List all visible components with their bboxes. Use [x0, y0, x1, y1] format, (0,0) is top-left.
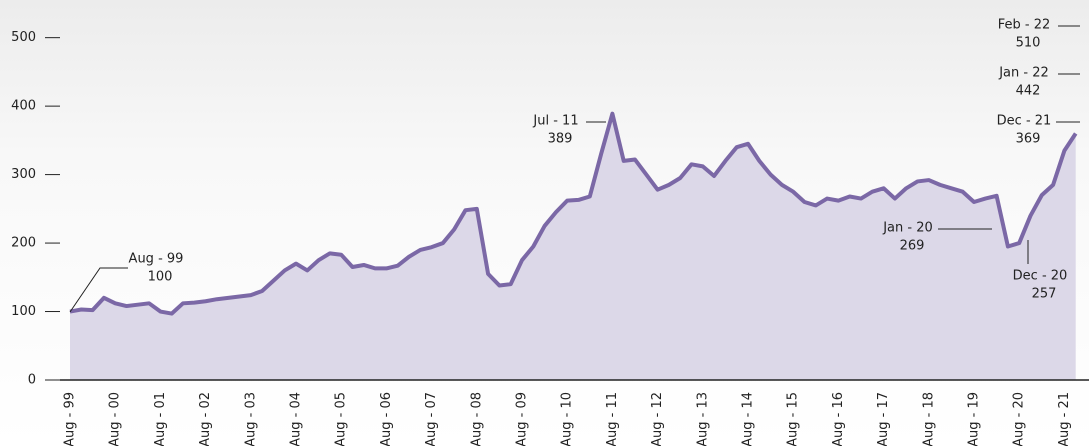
- x-tick-label: Aug - 02: [198, 392, 213, 446]
- annotation-label: Feb - 22: [998, 18, 1051, 33]
- annotation-label: Dec - 20: [1013, 269, 1068, 284]
- annotation-label: Jan - 22: [998, 66, 1049, 81]
- y-tick-label: 200: [11, 236, 36, 251]
- x-tick-label: Aug - 07: [424, 392, 439, 446]
- y-tick-label: 100: [11, 304, 36, 319]
- annotation-value: 269: [900, 239, 925, 254]
- x-tick-label: Aug - 21: [1057, 392, 1072, 446]
- x-tick-label: Aug - 11: [605, 392, 620, 446]
- y-tick-label: 0: [28, 373, 36, 388]
- x-tick-label: Aug - 06: [379, 392, 394, 446]
- x-tick-label: Aug - 09: [515, 392, 530, 446]
- x-tick-label: Aug - 04: [289, 392, 304, 446]
- x-tick-label: Aug - 12: [650, 392, 665, 446]
- y-tick-label: 400: [11, 99, 36, 114]
- annotation-label: Jul - 11: [532, 114, 578, 129]
- annotation-value: 389: [548, 132, 573, 147]
- annotation-label: Dec - 21: [997, 114, 1052, 129]
- x-tick-label: Aug - 14: [741, 392, 756, 446]
- x-tick-label: Aug - 00: [108, 392, 123, 446]
- x-tick-label: Aug - 99: [63, 392, 78, 446]
- y-tick-label: 500: [11, 30, 36, 45]
- x-tick-label: Aug - 08: [469, 392, 484, 446]
- x-tick-label: Aug - 17: [876, 392, 891, 446]
- x-tick-label: Aug - 19: [967, 392, 982, 446]
- annotation-value: 100: [148, 270, 173, 285]
- annotation-label: Aug - 99: [129, 252, 184, 267]
- x-tick-label: Aug - 20: [1012, 392, 1027, 446]
- x-tick-label: Aug - 10: [560, 392, 575, 446]
- annotation-value: 510: [1016, 36, 1041, 51]
- y-tick-label: 300: [11, 167, 36, 182]
- x-tick-label: Aug - 15: [786, 392, 801, 446]
- x-tick-label: Aug - 01: [153, 392, 168, 446]
- annotation-value: 257: [1032, 287, 1057, 302]
- annotation-value: 369: [1016, 132, 1041, 147]
- x-tick-label: Aug - 03: [243, 392, 258, 446]
- x-tick-label: Aug - 13: [695, 392, 710, 446]
- annotation-value: 442: [1016, 84, 1041, 99]
- x-tick-label: Aug - 16: [831, 392, 846, 446]
- annotation-label: Jan - 20: [882, 221, 933, 236]
- x-tick-label: Aug - 18: [921, 392, 936, 446]
- chart: 0 100 200 300 400 500 Aug - 99 Aug - 00 Aug - 01…: [0, 0, 1089, 446]
- x-tick-label: Aug - 05: [334, 392, 349, 446]
